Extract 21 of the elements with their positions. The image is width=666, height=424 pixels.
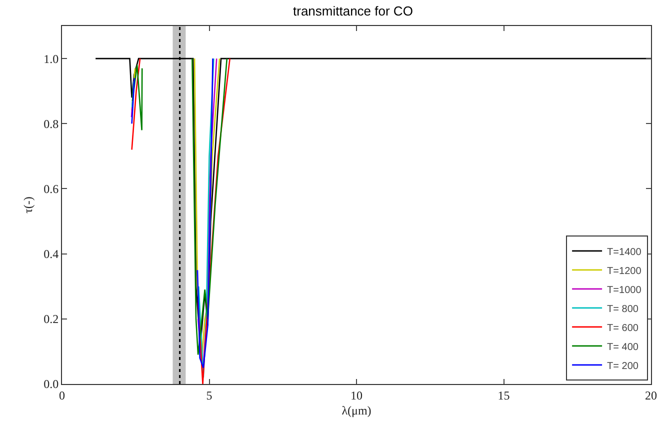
y-tick-label: 0.2 (44, 312, 59, 326)
legend-label: T= 200 (607, 360, 639, 372)
legend-label: T=1200 (607, 266, 642, 277)
x-tick-label: 0 (59, 388, 65, 402)
chart-title: transmittance for CO (293, 3, 413, 18)
legend-label: T= 600 (607, 322, 639, 334)
y-axis-title: τ(-) (20, 196, 35, 214)
y-tick-label: 1.0 (44, 52, 59, 66)
x-axis-title: λ(μm) (342, 403, 372, 418)
x-tick-label: 5 (206, 388, 212, 402)
legend-label: T= 400 (607, 342, 639, 353)
y-tick-label: 0.6 (44, 182, 59, 196)
legend-label: T= 800 (607, 304, 639, 315)
y-tick-label: 0.4 (44, 247, 59, 262)
x-tick-label: 10 (350, 388, 362, 402)
y-tick-label: 0.0 (44, 377, 59, 392)
x-tick-label: 20 (645, 388, 657, 402)
x-tick-label: 15 (498, 388, 510, 402)
legend-label: T=1400 (607, 246, 642, 258)
legend-label: T=1000 (607, 284, 642, 296)
y-tick-label: 0.8 (44, 116, 59, 131)
